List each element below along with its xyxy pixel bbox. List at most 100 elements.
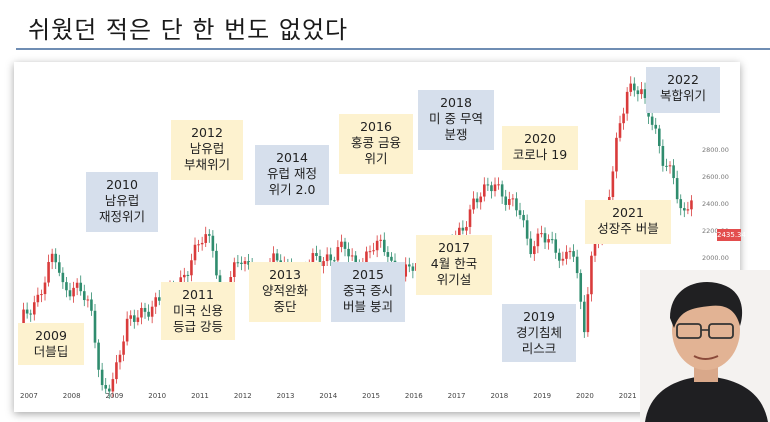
annotation-2014-line: 위기 2.0 [268,182,316,197]
candle-body [543,233,547,243]
candle-body [636,90,640,95]
candle-body [568,251,572,253]
candle-body [332,260,336,262]
candle-body [211,235,215,251]
annotation-2019: 2019 경기침체 리스크 [502,304,576,362]
candle-body [665,165,668,167]
annotation-2009: 2009 더블딥 [18,323,84,365]
candle-body [522,214,525,221]
annotation-2021-line: 2021 [612,205,644,220]
annotation-2022: 2022 복합위기 [646,67,720,113]
annotation-2011: 2011 미국 신용 등급 강등 [161,282,235,340]
candle-body [61,272,65,283]
y-tick-label: 2200.00 [702,227,729,235]
candle-body [411,266,415,271]
candle-body [668,165,672,167]
annotation-2014: 2014 유럽 재정 위기 2.0 [255,145,329,205]
candle-body [468,209,472,227]
annotation-2019-line: 경기침체 [515,325,562,340]
candle-body [558,252,561,261]
annotation-2018: 2018 미 중 무역 분쟁 [418,90,494,150]
x-tick-label: 2020 [576,392,594,400]
candle-body [354,255,358,266]
candle-body [633,83,636,91]
candle-body [386,252,390,257]
candle-body [275,253,279,261]
candle-body [93,310,97,343]
candle-body [497,184,500,186]
candle-body [550,239,554,241]
candle-body [515,198,518,211]
candle-body [232,262,236,277]
presenter-avatar [640,270,770,422]
candle-body [540,233,543,235]
annotation-2013-line: 2013 [269,267,301,282]
x-tick-label: 2014 [319,392,337,400]
candle-body [579,273,583,302]
candle-body [679,199,683,209]
annotation-2014-line: 2014 [276,150,308,165]
candle-body [86,299,90,301]
annotation-2010: 2010 남유럽 재정위기 [86,172,158,232]
candle-body [654,124,658,129]
candle-body [586,294,590,333]
title-divider [16,48,770,50]
candle-body [186,274,190,276]
annotation-2022-line: 2022 [667,72,699,87]
candle-body [475,198,479,203]
x-tick-label: 2019 [533,392,551,400]
candle-body [147,311,150,317]
x-tick-label: 2010 [148,392,166,400]
candle-body [329,254,333,261]
candle-body [90,299,93,311]
candle-body [547,239,550,243]
annotation-2016-line: 위기 [364,151,388,166]
candle-body [536,233,540,247]
candle-body [622,113,625,124]
annotation-2020-line: 코로나 19 [512,147,568,162]
candle-body [643,89,647,99]
candle-body [57,262,61,273]
candle-body [407,264,411,267]
x-tick-label: 2017 [448,392,466,400]
candle-body [465,226,468,231]
annotation-2009-line: 2009 [35,328,67,343]
annotation-2016-line: 홍콩 금융 [351,135,401,150]
candle-body [661,146,665,166]
candle-body [457,227,461,237]
annotation-2011-line: 등급 강등 [173,319,223,334]
candle-body [115,362,118,380]
candle-body [100,369,104,386]
candle-body [200,242,204,245]
candle-body [82,291,86,301]
candle-body [125,318,129,342]
annotation-2018-line: 분쟁 [444,127,468,142]
x-tick-label: 2007 [20,392,38,400]
annotation-2009-line: 더블딥 [33,344,69,359]
candle-body [247,261,250,265]
annotation-2017-line: 2017 [438,240,470,255]
candle-body [79,282,83,292]
candle-body [686,209,690,211]
y-tick-label: 2800.00 [702,146,729,154]
candle-body [500,184,504,197]
candle-body [325,254,329,262]
annotation-2015-line: 버블 붕괴 [343,299,393,314]
annotation-2019-line: 2019 [523,309,555,324]
candle-body [157,297,161,301]
candle-body [461,227,465,231]
y-tick-label: 2000.00 [702,254,729,262]
candle-body [272,253,275,265]
x-tick-label: 2013 [277,392,295,400]
x-tick-label: 2016 [405,392,423,400]
candle-body [640,89,643,95]
candle-body [375,240,379,251]
candle-body [72,287,75,297]
candle-body [315,253,318,257]
annotation-2022-line: 복합위기 [659,88,706,103]
candle-body [650,116,654,125]
current-price-tag: 2435.34 [717,229,746,241]
x-tick-label: 2021 [619,392,637,400]
candle-body [365,251,368,266]
annotation-2013-line: 양적완화 [261,283,308,298]
